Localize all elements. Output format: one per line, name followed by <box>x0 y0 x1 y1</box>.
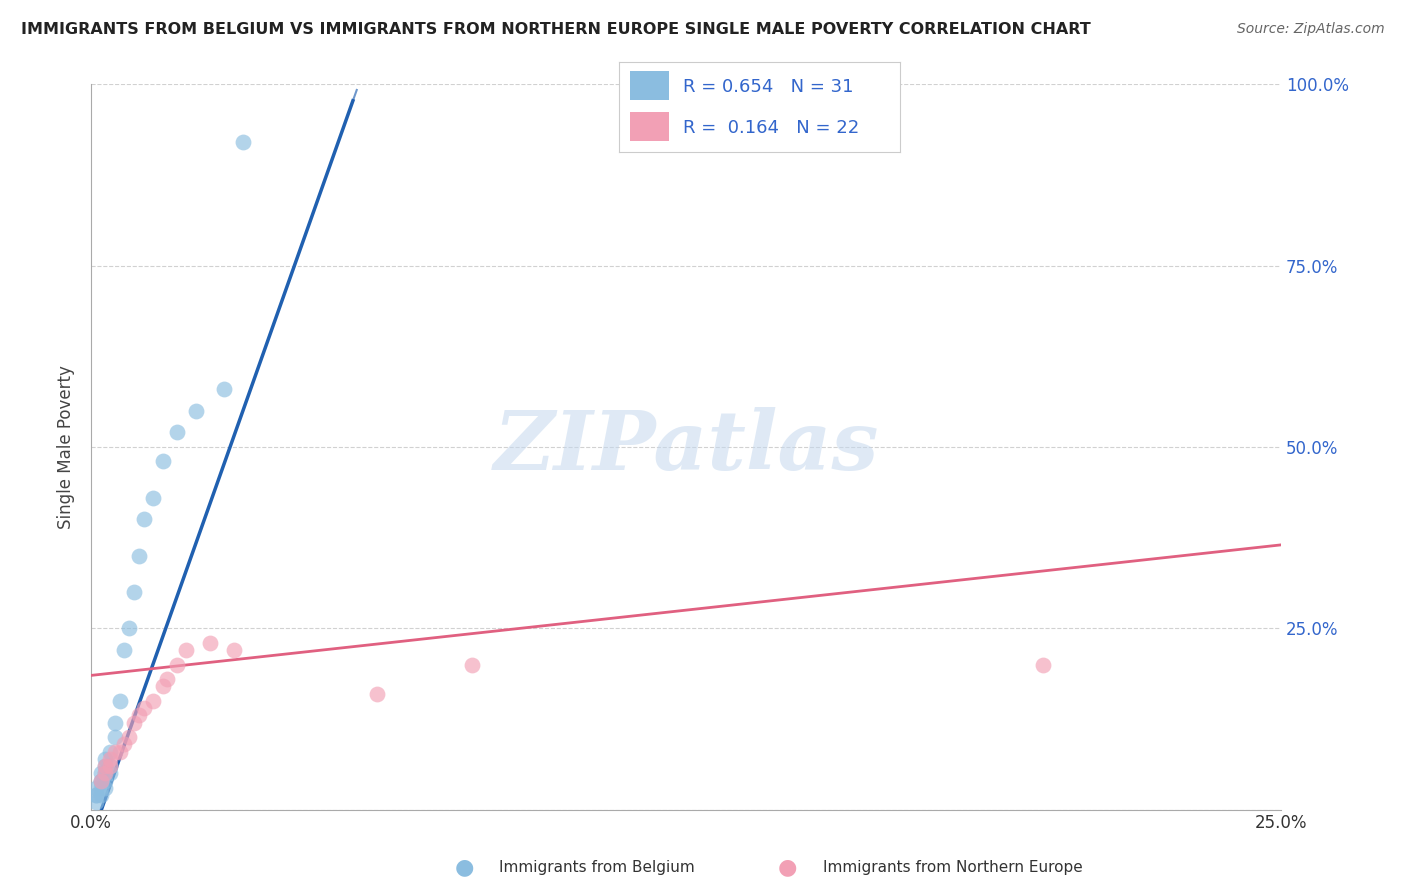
Point <box>90 766 112 780</box>
FancyBboxPatch shape <box>630 71 669 100</box>
Point <box>122 715 145 730</box>
Point <box>94 766 117 780</box>
Point <box>84 795 107 809</box>
Point <box>118 621 141 635</box>
Text: R = 0.654   N = 31: R = 0.654 N = 31 <box>683 78 853 96</box>
Text: Immigrants from Belgium: Immigrants from Belgium <box>499 860 695 874</box>
Text: Immigrants from Northern Europe: Immigrants from Northern Europe <box>823 860 1083 874</box>
Point <box>108 745 131 759</box>
Point <box>104 715 127 730</box>
Point <box>114 737 136 751</box>
Point <box>128 708 150 723</box>
Point <box>94 752 117 766</box>
Point <box>142 694 165 708</box>
Point <box>98 759 121 773</box>
Text: ●: ● <box>454 857 474 877</box>
Point <box>184 403 207 417</box>
FancyBboxPatch shape <box>630 112 669 141</box>
Point <box>98 766 121 780</box>
Point <box>166 425 188 440</box>
Point <box>90 773 112 788</box>
Point <box>94 780 117 795</box>
Point <box>166 657 188 672</box>
Text: IMMIGRANTS FROM BELGIUM VS IMMIGRANTS FROM NORTHERN EUROPE SINGLE MALE POVERTY C: IMMIGRANTS FROM BELGIUM VS IMMIGRANTS FR… <box>21 22 1091 37</box>
Point <box>156 672 179 686</box>
Point <box>366 686 388 700</box>
Point <box>214 382 236 396</box>
Point <box>98 759 121 773</box>
Text: ●: ● <box>778 857 797 877</box>
Point <box>90 788 112 802</box>
Point <box>118 730 141 744</box>
Point <box>84 788 107 802</box>
Point <box>90 780 112 795</box>
Point <box>94 773 117 788</box>
Point <box>84 780 107 795</box>
Point <box>90 773 112 788</box>
Point <box>98 752 121 766</box>
Point <box>132 512 155 526</box>
Text: Source: ZipAtlas.com: Source: ZipAtlas.com <box>1237 22 1385 37</box>
Point <box>176 643 198 657</box>
Point <box>114 643 136 657</box>
Point <box>90 773 112 788</box>
Point <box>94 759 117 773</box>
Point <box>222 643 245 657</box>
Point <box>122 585 145 599</box>
Point <box>108 694 131 708</box>
Text: R =  0.164   N = 22: R = 0.164 N = 22 <box>683 119 859 136</box>
Point <box>198 636 221 650</box>
Point <box>104 745 127 759</box>
Point <box>232 136 254 150</box>
Point <box>104 730 127 744</box>
Point <box>84 788 107 802</box>
Point <box>152 679 174 693</box>
Point <box>1032 657 1054 672</box>
Point <box>98 745 121 759</box>
Point <box>132 701 155 715</box>
Point <box>152 454 174 468</box>
Point <box>94 766 117 780</box>
Y-axis label: Single Male Poverty: Single Male Poverty <box>58 365 75 529</box>
Point <box>461 657 484 672</box>
Point <box>142 491 165 505</box>
Point <box>128 549 150 563</box>
Text: ZIPatlas: ZIPatlas <box>494 407 879 487</box>
Point <box>94 759 117 773</box>
